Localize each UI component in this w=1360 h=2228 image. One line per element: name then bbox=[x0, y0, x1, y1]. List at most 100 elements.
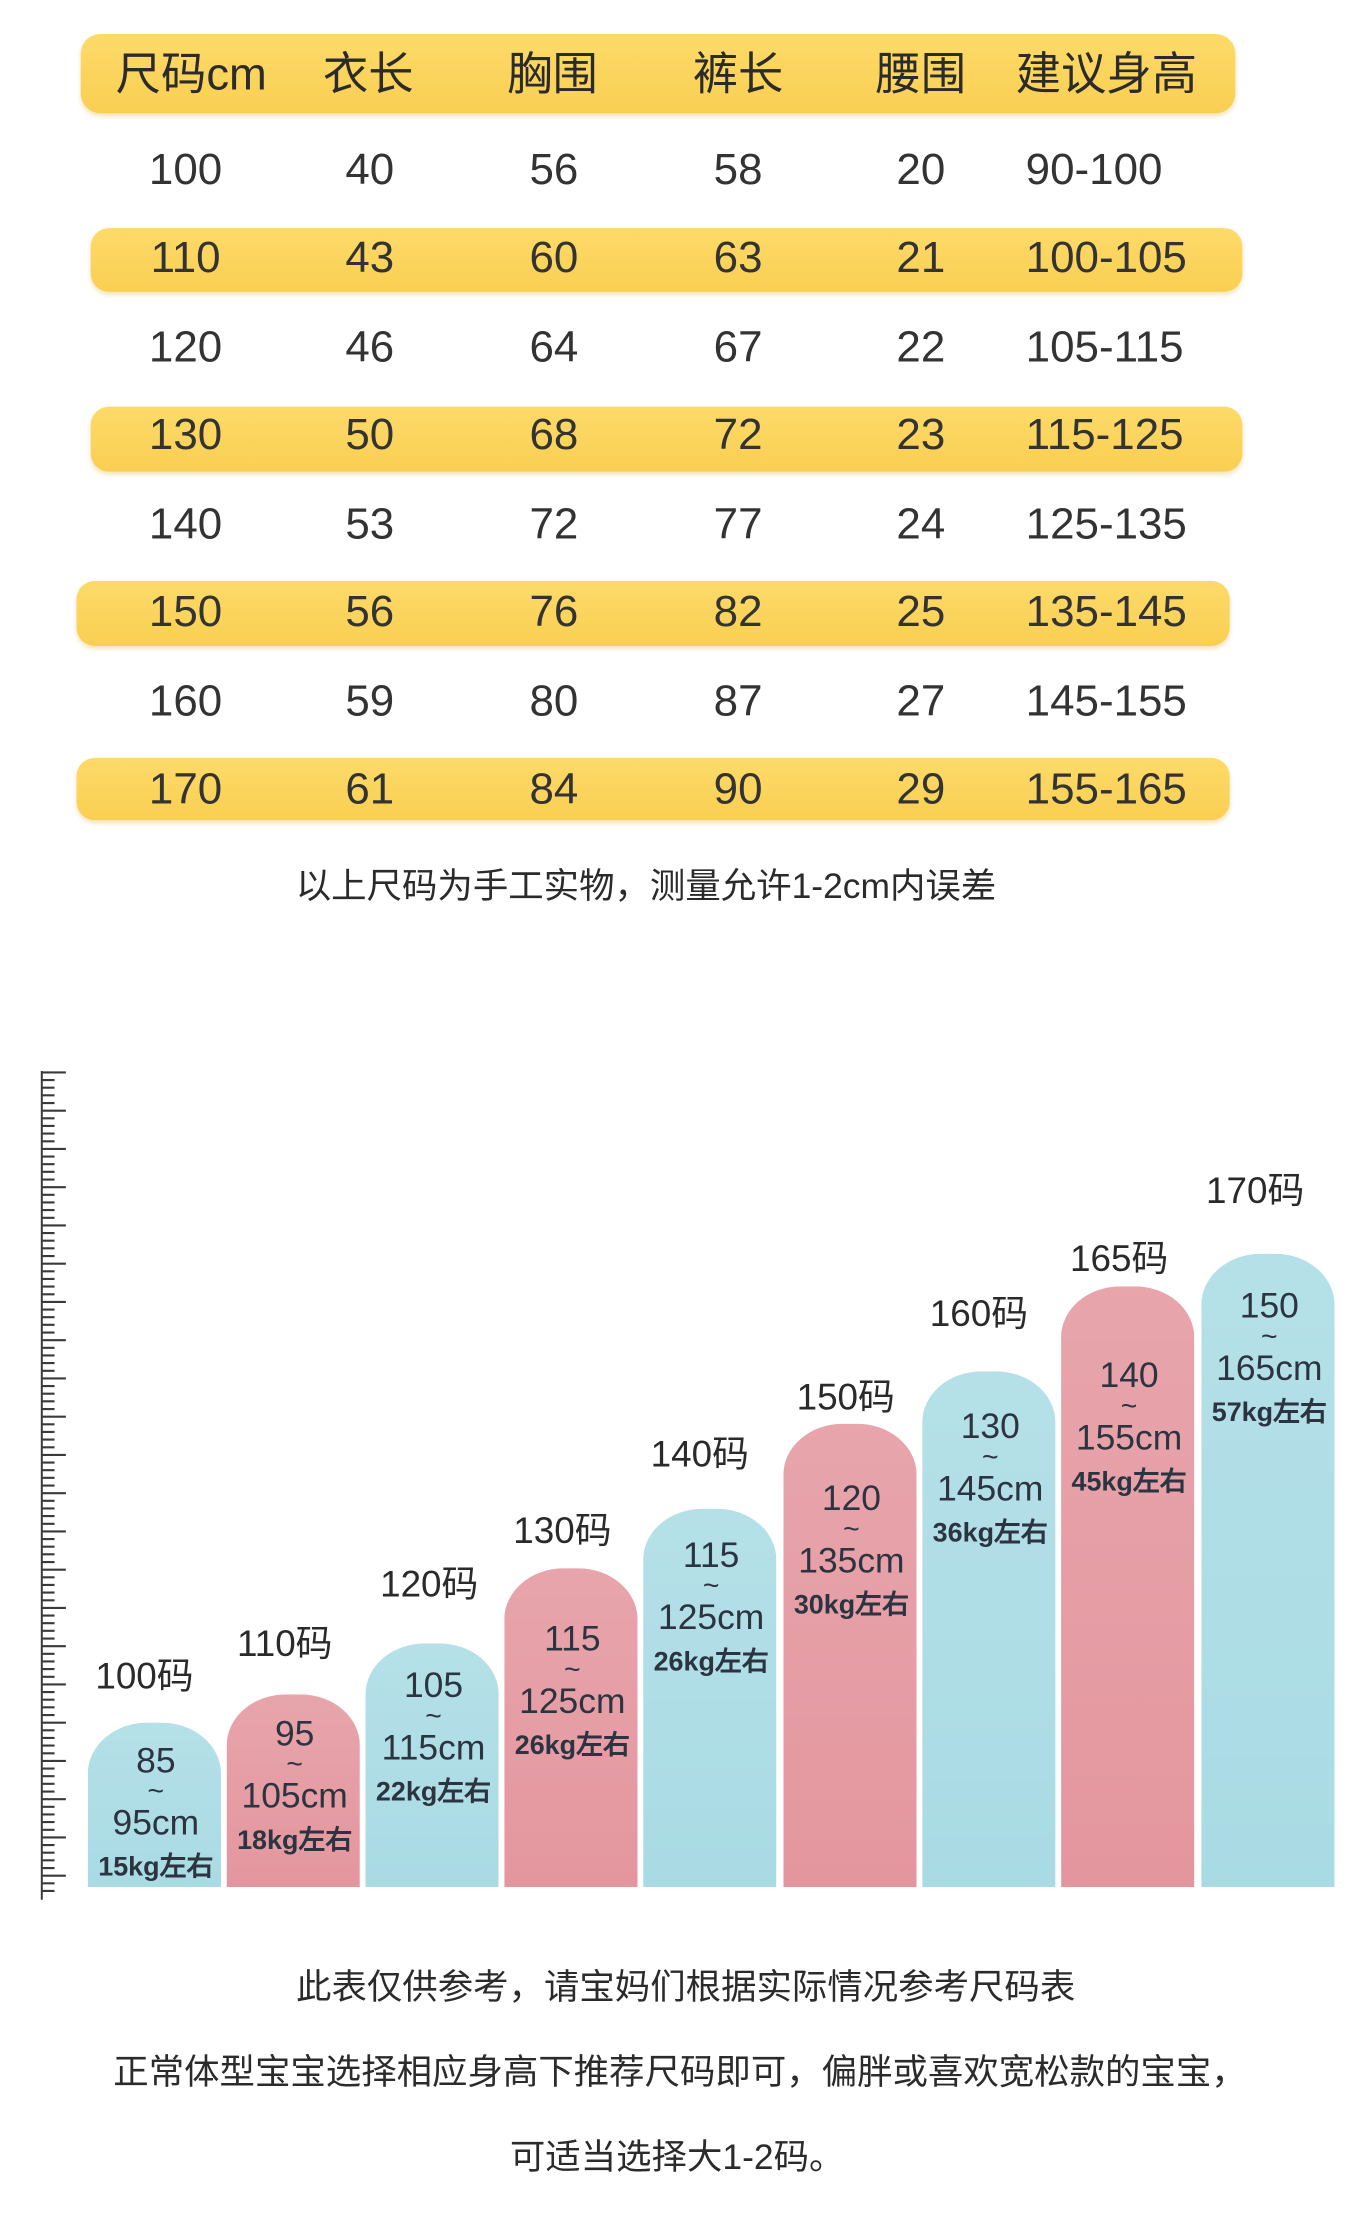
table-row: 120 46 64 67 22 105-115 bbox=[0, 312, 1360, 383]
height-ruler bbox=[40, 1071, 66, 1900]
table-cell: 63 bbox=[713, 232, 763, 282]
bar-range-high: 145cm bbox=[937, 1469, 1044, 1509]
bar-range-separator: ~ bbox=[147, 1776, 165, 1808]
table-header-cell: 尺码cm bbox=[115, 48, 267, 100]
bar-range-high: 95cm bbox=[112, 1803, 200, 1844]
bar-weight-label: 36kg左右 bbox=[932, 1518, 1048, 1549]
table-row: 170 61 84 90 29 155-165 bbox=[0, 754, 1360, 825]
bar-range-separator: ~ bbox=[981, 1442, 999, 1474]
bar-range-separator: ~ bbox=[286, 1749, 303, 1781]
table-cell: 100-105 bbox=[1025, 232, 1187, 282]
height-bar bbox=[365, 1643, 499, 1888]
table-row: 130 50 68 72 23 115-125 bbox=[0, 400, 1360, 472]
bar-range-high: 105cm bbox=[241, 1776, 348, 1817]
height-bar bbox=[1201, 1253, 1335, 1888]
bar-range-low: 150 bbox=[1239, 1286, 1299, 1327]
row-highlight bbox=[76, 757, 1230, 821]
table-cell: 53 bbox=[345, 498, 395, 549]
table-cell: 170 bbox=[148, 763, 223, 814]
bar-range-separator: ~ bbox=[425, 1701, 442, 1733]
height-bar bbox=[643, 1508, 777, 1888]
bar-range-low: 95 bbox=[274, 1714, 315, 1754]
bar-range-low: 115 bbox=[682, 1535, 740, 1576]
table-cell: 72 bbox=[529, 498, 579, 549]
table-cell: 59 bbox=[345, 675, 395, 726]
table-cell: 115-125 bbox=[1025, 409, 1184, 460]
row-highlight bbox=[90, 406, 1243, 472]
height-bar bbox=[504, 1568, 638, 1888]
bar-size-label: 110码 bbox=[236, 1622, 333, 1665]
table-cell: 155-165 bbox=[1025, 763, 1187, 814]
table-cell: 160 bbox=[148, 675, 223, 726]
table-cell: 23 bbox=[896, 409, 946, 460]
table-header-cell: 裤长 bbox=[692, 48, 784, 100]
bar-size-label: 165码 bbox=[1070, 1236, 1169, 1280]
table-cell: 90-100 bbox=[1025, 144, 1163, 195]
bar-weight-label: 26kg左右 bbox=[653, 1647, 769, 1678]
bar-weight-label: 45kg左右 bbox=[1071, 1467, 1187, 1498]
bar-range-low: 140 bbox=[1099, 1355, 1159, 1396]
bar-size-label: 130码 bbox=[513, 1508, 612, 1552]
table-header-cell: 胸围 bbox=[507, 48, 598, 100]
table-cell: 64 bbox=[529, 321, 579, 372]
table-cell: 27 bbox=[896, 675, 946, 726]
table-cell: 135-145 bbox=[1025, 586, 1187, 637]
bar-range-high: 135cm bbox=[798, 1541, 905, 1582]
bar-size-label: 150码 bbox=[796, 1375, 895, 1419]
bar-range-low: 105 bbox=[403, 1666, 464, 1706]
bar-range-low: 85 bbox=[136, 1741, 176, 1781]
table-cell: 56 bbox=[345, 586, 395, 637]
table-cell: 20 bbox=[896, 144, 946, 195]
table-cell: 125-135 bbox=[1025, 498, 1187, 549]
footer-line-3: 可适当选择大1-2码。 bbox=[509, 2137, 845, 2178]
bar-range-low: 115 bbox=[544, 1619, 601, 1659]
table-row: 140 53 72 77 24 125-135 bbox=[0, 489, 1360, 560]
table-cell: 46 bbox=[345, 321, 395, 372]
height-bar bbox=[783, 1423, 917, 1888]
table-cell: 145-155 bbox=[1025, 675, 1187, 726]
table-cell: 120 bbox=[148, 321, 223, 372]
bar-size-label: 120码 bbox=[380, 1562, 479, 1606]
table-cell: 40 bbox=[345, 144, 395, 195]
bar-size-label: 100码 bbox=[95, 1654, 194, 1698]
bar-size-label: 160码 bbox=[929, 1292, 1029, 1335]
table-header-cell: 腰围 bbox=[875, 48, 967, 100]
table-cell: 50 bbox=[345, 409, 395, 460]
table-cell: 77 bbox=[713, 498, 763, 549]
table-cell: 110 bbox=[150, 232, 221, 282]
table-cell: 60 bbox=[529, 232, 579, 282]
bar-range-separator: ~ bbox=[1261, 1321, 1278, 1353]
table-header-cell: 衣长 bbox=[322, 48, 414, 100]
bar-range-high: 125cm bbox=[519, 1681, 626, 1722]
table-cell: 150 bbox=[148, 586, 223, 637]
bar-weight-label: 57kg左右 bbox=[1211, 1398, 1327, 1429]
height-bar bbox=[226, 1694, 360, 1888]
table-cell: 140 bbox=[148, 498, 223, 549]
table-cell: 24 bbox=[896, 498, 946, 549]
table-cell: 130 bbox=[148, 409, 223, 460]
bar-range-separator: ~ bbox=[564, 1654, 581, 1686]
footer-line-2: 正常体型宝宝选择相应身高下推荐尺码即可，偏胖或喜欢宽松款的宝宝， bbox=[113, 2052, 1247, 2093]
bar-range-low: 120 bbox=[821, 1479, 881, 1519]
table-cell: 100 bbox=[148, 144, 223, 195]
table-cell: 58 bbox=[713, 144, 763, 195]
bar-weight-label: 26kg左右 bbox=[514, 1731, 630, 1761]
table-cell: 80 bbox=[529, 675, 579, 726]
bar-range-separator: ~ bbox=[702, 1571, 720, 1603]
bar-weight-label: 22kg左右 bbox=[375, 1777, 492, 1808]
table-row: 100 40 56 58 20 90-100 bbox=[0, 135, 1360, 206]
table-cell: 87 bbox=[713, 675, 763, 726]
table-cell: 72 bbox=[713, 409, 763, 460]
size-table: 尺码cm 衣长 胸围 裤长 腰围 建议身高 100 40 56 58 20 90-100 110 43 60… bbox=[0, 0, 1360, 850]
table-header-cell: 建议身高 bbox=[1015, 48, 1198, 100]
height-bar bbox=[922, 1371, 1056, 1888]
bar-range-high: 125cm bbox=[657, 1598, 765, 1638]
height-chart: 100码 85 ~95cm 15kg左右 110码 95 ~105cm 18kg左右 120码 1… bbox=[0, 1048, 1360, 1915]
bar-range-separator: ~ bbox=[843, 1514, 860, 1546]
bar-size-label: 170码 bbox=[1206, 1168, 1305, 1212]
table-cell: 84 bbox=[529, 763, 579, 814]
table-cell: 29 bbox=[896, 763, 946, 814]
height-bar bbox=[87, 1722, 222, 1888]
table-cell: 21 bbox=[896, 232, 946, 282]
